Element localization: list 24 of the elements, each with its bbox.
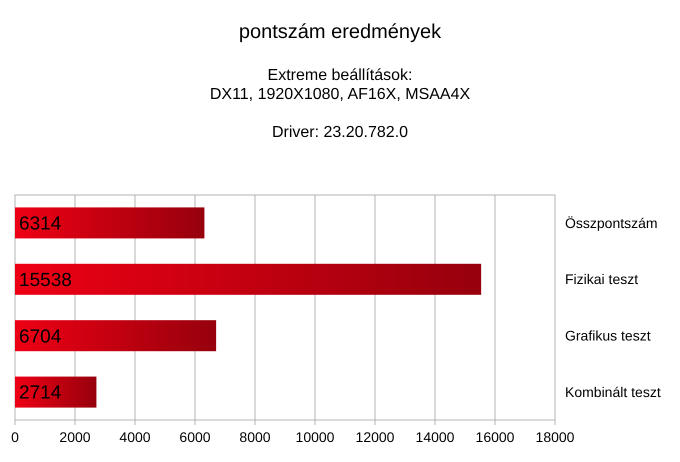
x-tick-label: 18000: [536, 429, 575, 445]
y-tick-label: Fizikai teszt: [565, 271, 638, 288]
bar: [15, 376, 96, 408]
x-tick-label: 12000: [356, 429, 395, 445]
bar: [15, 320, 216, 352]
bar: [15, 264, 482, 295]
data-label: 6704: [19, 326, 62, 348]
data-label: 15538: [19, 270, 72, 291]
x-tick-label: 10000: [296, 429, 335, 445]
x-tick-label: 6000: [179, 429, 211, 445]
y-tick-label: Kombinált teszt: [565, 384, 661, 400]
text: Extreme beállítások: DX11, 1920X1080, AF16X, MSAA4X Driver: 23.20.782.0: [210, 67, 470, 141]
data-label: 6314: [19, 214, 62, 235]
x-tick-label: 8000: [239, 429, 271, 445]
x-tick-label: 4000: [119, 429, 151, 445]
y-tick-label: Grafikus teszt: [565, 328, 651, 344]
x-tick-label: 2000: [59, 429, 91, 445]
x-tick-label: 0: [11, 429, 20, 445]
chart-title: pontszám eredmények: [238, 21, 442, 43]
bar: [15, 207, 204, 238]
x-tick-label: 14000: [416, 429, 455, 445]
x-tick-label: 16000: [476, 429, 515, 445]
data-label: 2714: [19, 382, 62, 404]
y-tick-label: Összpontszám: [565, 214, 658, 231]
